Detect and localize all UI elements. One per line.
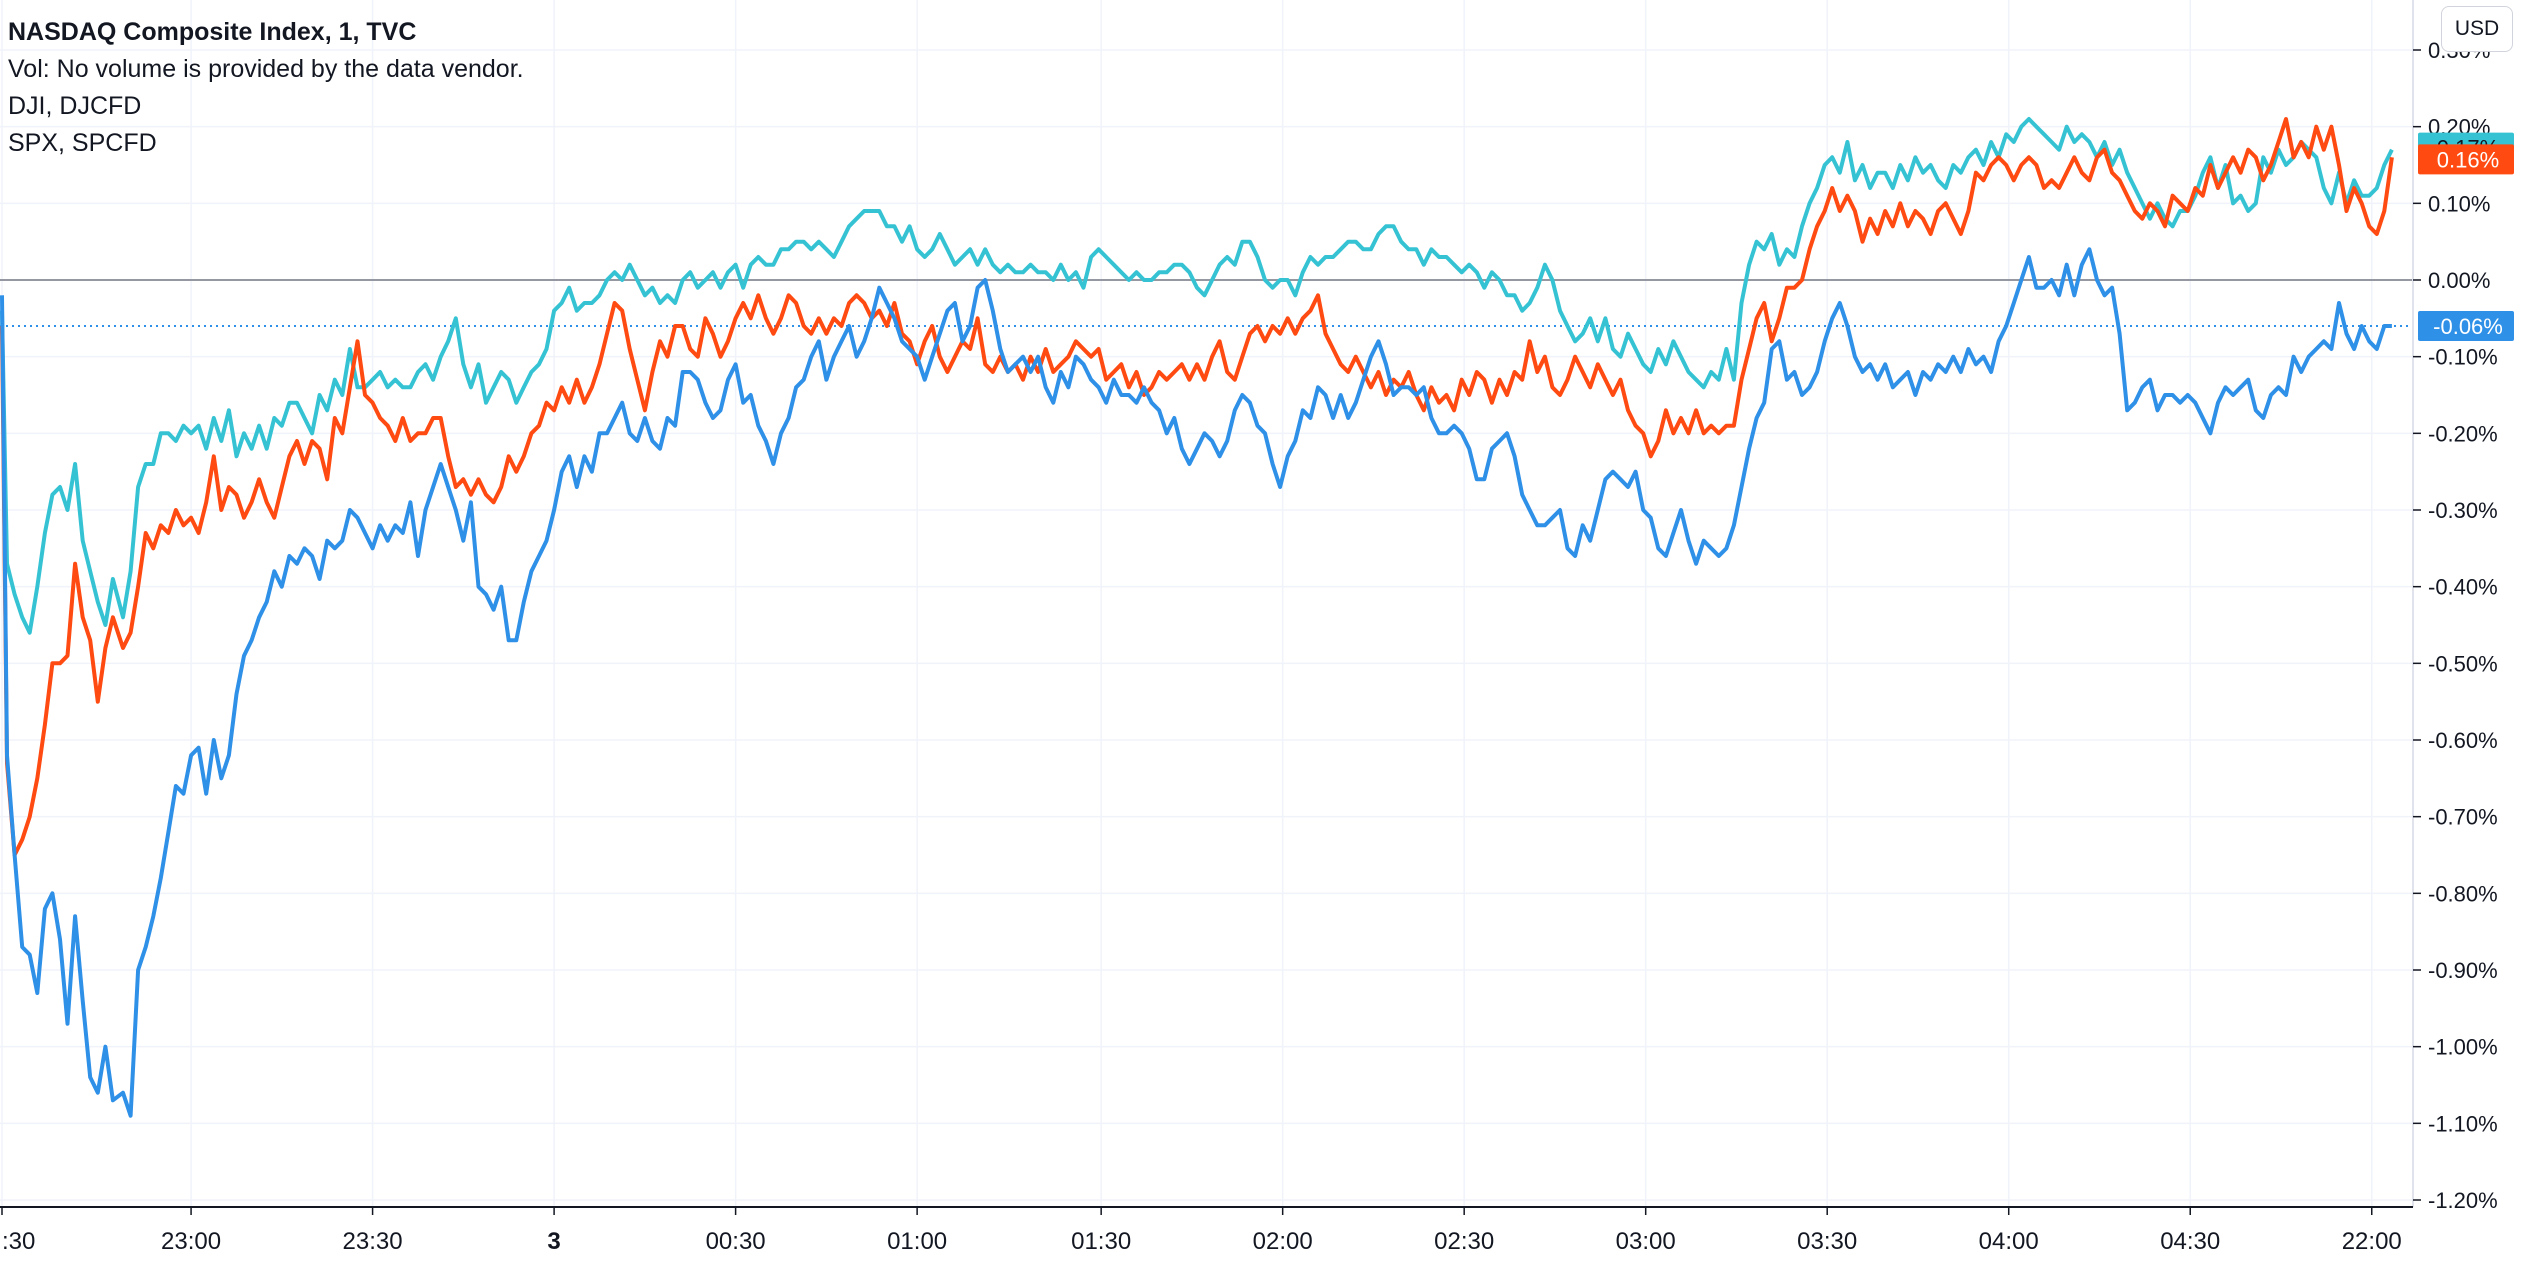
x-tick-label: 23:30 [343,1228,403,1255]
x-tick-label: 03:00 [1616,1228,1676,1255]
y-tick-label: -0.70% [2428,805,2498,830]
legend-main-symbol[interactable]: NASDAQ Composite Index, 1, TVC [8,18,417,46]
zero-line-group [0,279,2413,327]
y-tick-label: -0.10% [2428,345,2498,370]
spx-series-line[interactable] [0,117,2394,635]
last-value-text: 0.16% [2437,147,2499,172]
legend-spx[interactable]: SPX, SPCFD [8,129,157,157]
nasdaq-last-value-label: -0.06% [2418,311,2514,341]
x-tick-label: 04:00 [1979,1228,2039,1255]
y-tick-label: -0.90% [2428,958,2498,983]
y-tick-label: -0.20% [2428,421,2498,446]
legend-dji[interactable]: DJI, DJCFD [8,92,142,120]
y-tick-label: -1.20% [2428,1188,2498,1213]
x-tick-label: 22:00 [2342,1228,2402,1255]
x-tick-label: 02:30 [1434,1228,1494,1255]
time-axis[interactable]: :30 23:00 23:30 3 00:30 01:00 01:30 02:00 02:30 0… [1,1207,2402,1255]
y-tick-label: -0.50% [2428,651,2498,676]
x-tick-label: 04:30 [2160,1228,2220,1255]
x-tick-label: 3 [547,1228,560,1255]
x-tick-label: :30 [2,1228,35,1255]
x-tick-label: 01:30 [1071,1228,1131,1255]
y-tick-label: -0.80% [2428,881,2498,906]
y-tick-label: -0.30% [2428,498,2498,523]
series-lines [0,117,2394,1118]
last-value-labels: 0.17%0.16%-0.06% [2418,132,2514,341]
x-tick-label: 00:30 [706,1228,766,1255]
x-tick-label: 23:00 [161,1228,221,1255]
grid [0,0,2413,1207]
dji-last-value-label: 0.16% [2418,144,2514,175]
currency-button[interactable]: USD [2441,6,2513,52]
y-tick-label: -1.00% [2428,1035,2498,1060]
y-tick-label: -0.60% [2428,728,2498,753]
dji-series-line[interactable] [0,117,2394,857]
y-tick-label: -0.40% [2428,575,2498,600]
legend-volume[interactable]: Vol: No volume is provided by the data v… [8,55,524,83]
nasdaq-series-line[interactable] [0,247,2392,1118]
price-axis[interactable]: 0.30%0.20%0.10%0.00%-0.10%-0.20%-0.30%-0… [2413,38,2498,1213]
legend: NASDAQ Composite Index, 1, TVC Vol: No v… [8,14,524,162]
y-tick-label: -1.10% [2428,1111,2498,1136]
y-tick-label: 0.00% [2428,268,2490,293]
x-tick-label: 03:30 [1797,1228,1857,1255]
x-tick-label: 01:00 [887,1228,947,1255]
x-tick-label: 02:00 [1253,1228,1313,1255]
y-tick-label: 0.10% [2428,191,2490,216]
last-value-text: -0.06% [2433,314,2503,339]
